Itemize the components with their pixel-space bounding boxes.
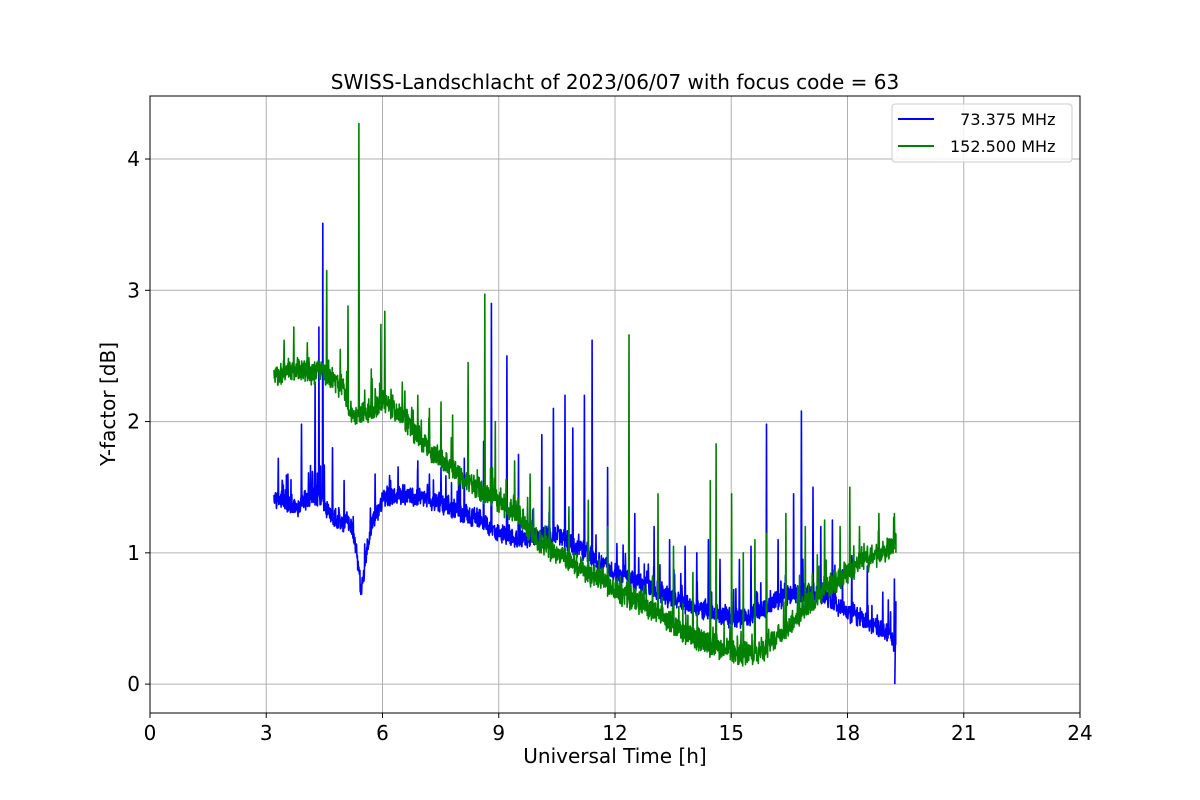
legend-label-152mhz: 152.500 MHz: [950, 137, 1055, 156]
x-tick-label: 9: [492, 721, 505, 745]
legend: 73.375 MHz 152.500 MHz: [891, 103, 1073, 163]
series-line-0: [273, 222, 897, 685]
y-tick-label: 1: [127, 541, 140, 565]
x-tick-label: 12: [602, 721, 627, 745]
x-tick-label: 24: [1067, 721, 1092, 745]
chart-title: SWISS-Landschlacht of 2023/06/07 with fo…: [331, 70, 899, 94]
grid-lines: [150, 96, 1080, 713]
y-tick-label: 3: [127, 278, 140, 302]
legend-box: [891, 103, 1073, 163]
x-tick-label: 0: [144, 721, 157, 745]
x-axis-label: Universal Time [h]: [523, 744, 706, 768]
y-axis-label: Y-factor [dB]: [96, 342, 120, 467]
x-tick-label: 15: [719, 721, 744, 745]
y-tick-label: 2: [127, 410, 140, 434]
legend-label-73mhz: 73.375 MHz: [950, 110, 1055, 129]
x-tick-label: 6: [376, 721, 389, 745]
series-line-1: [273, 122, 897, 667]
x-tick-label: 3: [260, 721, 273, 745]
y-tick-label: 4: [127, 147, 140, 171]
plot-area: [273, 122, 897, 685]
x-tick-label: 21: [951, 721, 976, 745]
x-tick-label: 18: [835, 721, 860, 745]
y-tick-label: 0: [127, 672, 140, 696]
